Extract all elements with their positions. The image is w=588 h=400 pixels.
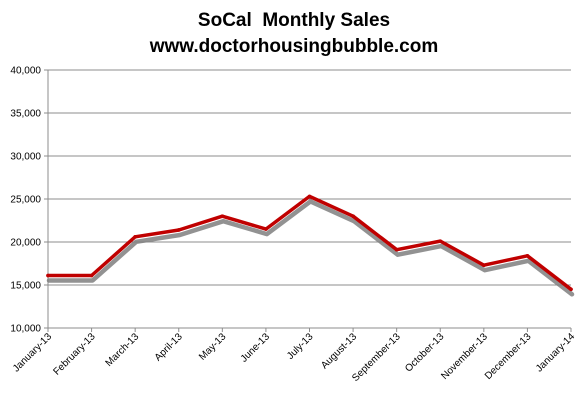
- x-tick-label: December-13: [483, 331, 534, 382]
- x-tick-label: August-13: [319, 331, 359, 371]
- series-line: [46, 194, 573, 292]
- data-point: [220, 214, 225, 218]
- x-tick-label: July-13: [285, 331, 316, 362]
- x-tick-label: January-14: [534, 331, 577, 374]
- data-point: [46, 273, 50, 278]
- data-point: [569, 287, 573, 292]
- data-point: [438, 239, 443, 243]
- series-line-shadow: [46, 199, 575, 297]
- series-layer: [46, 194, 575, 297]
- x-tick-label: October-13: [403, 331, 446, 374]
- x-tick-label: June-13: [239, 331, 273, 365]
- y-tick-label: 40,000: [10, 66, 41, 77]
- data-point: [133, 235, 137, 239]
- data-point: [176, 228, 181, 232]
- y-tick-labels: 10,000 15,000 20,000 25,000 30,000 35,000 40,0…: [10, 66, 41, 335]
- y-tick-label: 15,000: [10, 281, 41, 292]
- axes: [44, 69, 572, 332]
- data-point: [351, 214, 355, 218]
- data-point: [264, 227, 268, 231]
- x-tick-label: March-13: [104, 331, 142, 369]
- y-tick-label: 30,000: [10, 152, 41, 163]
- data-point: [482, 263, 486, 268]
- x-tick-label: April-13: [153, 331, 185, 363]
- data-point: [394, 247, 399, 252]
- data-point: [89, 273, 94, 278]
- x-tick-label: February-13: [51, 331, 98, 378]
- y-tick-label: 35,000: [10, 109, 41, 120]
- y-tick-label: 20,000: [10, 238, 41, 249]
- y-tick-label: 25,000: [10, 195, 41, 206]
- y-tick-label: 10,000: [10, 324, 41, 335]
- chart-subtitle: www.doctorhousingbubble.com: [149, 36, 439, 57]
- data-point: [307, 194, 312, 199]
- data-point: [525, 253, 530, 258]
- x-tick-label: May-13: [197, 331, 229, 363]
- x-tick-label: January-13: [11, 331, 54, 374]
- chart-title: SoCal Monthly Sales: [198, 10, 390, 31]
